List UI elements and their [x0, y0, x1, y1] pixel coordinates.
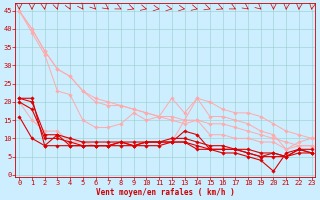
X-axis label: Vent moyen/en rafales ( km/h ): Vent moyen/en rafales ( km/h )	[96, 188, 235, 197]
